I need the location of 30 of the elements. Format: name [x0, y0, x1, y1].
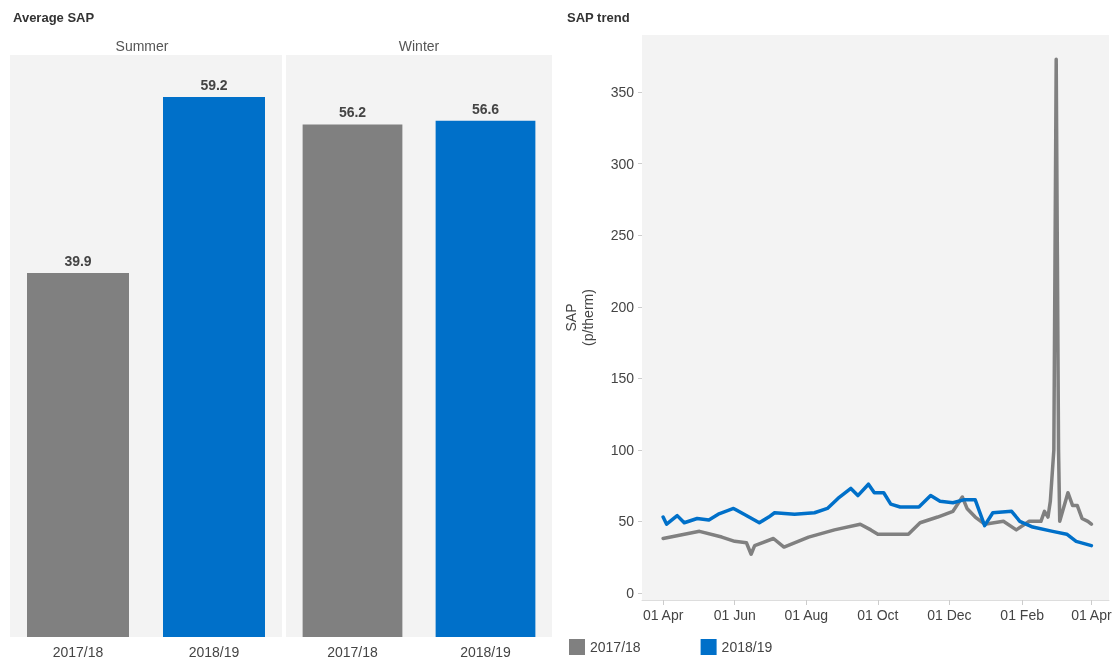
x-tick-label: 01 Jun — [713, 607, 756, 623]
data-label: 56.6 — [471, 100, 500, 117]
x-tick-label: 2017/18 — [52, 644, 104, 660]
chart-subtitle: Summer — [115, 38, 169, 54]
y-tick-label: 250 — [610, 227, 635, 244]
data-label: 56.2 — [338, 104, 367, 121]
x-tick-label: 01 Apr — [1071, 607, 1112, 623]
chart-title: Average SAP — [13, 10, 95, 25]
y-tick-label: 350 — [610, 84, 635, 101]
y-tick-label: 100 — [610, 441, 635, 458]
data-label: 59.2 — [200, 77, 228, 94]
x-tick-label: 2018/19 — [188, 644, 240, 660]
y-tick-label: 200 — [610, 298, 635, 315]
line-series — [661, 482, 1094, 548]
x-tick-label: 2018/19 — [460, 644, 512, 660]
y-tick-label: 0 — [626, 584, 635, 601]
y-tick-label: 50 — [618, 513, 635, 530]
chart-subtitle: Winter — [398, 38, 440, 54]
line-series — [661, 57, 1094, 556]
data-label: 39.9 — [64, 253, 92, 270]
x-tick-label: 01 Oct — [857, 607, 899, 623]
x-tick-label: 01 Feb — [1000, 607, 1045, 623]
y-axis-title: SAP (p/therm) — [562, 289, 596, 346]
x-tick-label: 2017/18 — [327, 644, 379, 660]
x-tick-label: 01 Aug — [784, 607, 829, 623]
y-tick-label: 300 — [610, 155, 635, 172]
chart-title: SAP trend — [567, 10, 630, 25]
x-tick-label: 01 Dec — [927, 607, 972, 623]
x-tick-label: 01 Apr — [642, 607, 684, 623]
y-tick-label: 150 — [610, 370, 635, 387]
